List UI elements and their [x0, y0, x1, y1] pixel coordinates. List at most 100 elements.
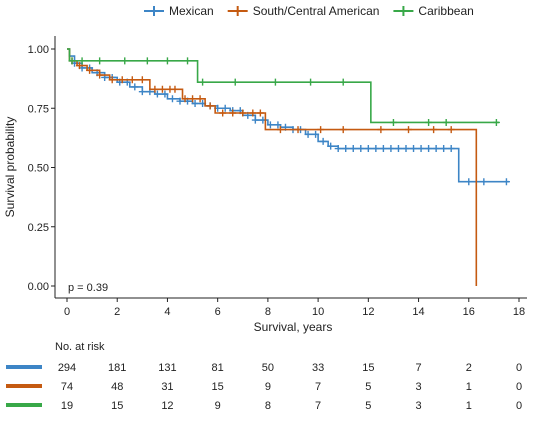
legend-label: Caribbean — [418, 4, 473, 18]
risk-count: 31 — [161, 381, 173, 393]
censor-mark — [78, 57, 86, 65]
y-tick-label: 0.75 — [28, 103, 49, 115]
censor-mark — [357, 145, 365, 153]
censor-mark — [492, 118, 500, 126]
censor-mark — [138, 88, 146, 96]
censor-mark — [425, 118, 433, 126]
censor-mark — [387, 145, 395, 153]
censor-mark — [121, 57, 129, 65]
censor-mark — [402, 145, 410, 153]
risk-count: 74 — [61, 381, 73, 393]
censor-mark — [447, 145, 455, 153]
risk-row-south-central-american: 74 48 31 15 9 7 5 3 1 0 — [6, 381, 522, 393]
censor-mark — [181, 95, 189, 103]
series-caribbean — [67, 48, 500, 126]
x-tick-label: 14 — [412, 306, 424, 318]
censor-mark — [151, 85, 159, 93]
risk-table-title: No. at risk — [55, 341, 105, 353]
censor-mark — [138, 76, 146, 84]
risk-row-mexican: 294 181 131 81 50 33 15 7 2 0 — [6, 362, 522, 374]
risk-count: 0 — [516, 400, 522, 412]
censor-mark — [249, 109, 257, 117]
censor-mark — [153, 90, 161, 98]
survival-curve — [67, 48, 478, 286]
censor-mark — [312, 130, 320, 138]
y-tick-label: 0.50 — [28, 163, 49, 175]
censor-mark — [76, 62, 84, 70]
censor-mark — [379, 145, 387, 153]
censor-mark — [131, 83, 139, 91]
legend-item-south-central-american: South/Central American — [227, 4, 379, 18]
censor-mark — [196, 95, 204, 103]
censor-mark — [163, 57, 171, 65]
risk-count: 181 — [108, 362, 126, 374]
legend-item-caribbean: Caribbean — [393, 4, 474, 18]
censor-mark — [294, 126, 302, 134]
censor-mark — [86, 66, 94, 74]
x-tick-label: 4 — [164, 306, 170, 318]
censor-mark — [206, 102, 214, 110]
risk-count: 7 — [315, 381, 321, 393]
risk-count: 9 — [265, 381, 271, 393]
censor-mark — [271, 78, 279, 86]
censor-mark — [161, 90, 169, 98]
censor-mark — [372, 145, 380, 153]
censor-mark — [191, 100, 199, 108]
censor-mark — [219, 109, 227, 117]
risk-count: 15 — [362, 362, 374, 374]
censor-mark — [96, 57, 104, 65]
risk-row-swatch — [6, 403, 42, 407]
x-tick-label: 18 — [513, 306, 525, 318]
risk-count: 1 — [466, 381, 472, 393]
risk-count: 19 — [61, 400, 73, 412]
censor-mark — [221, 104, 229, 112]
x-tick-label: 0 — [64, 306, 70, 318]
censor-mark — [430, 126, 438, 134]
censor-mark — [425, 145, 433, 153]
x-tick-label: 2 — [114, 306, 120, 318]
censor-mark — [68, 57, 76, 65]
x-tick-label: 8 — [265, 306, 271, 318]
censor-mark — [229, 109, 237, 117]
risk-count: 12 — [161, 400, 173, 412]
censor-mark — [480, 178, 488, 186]
series-mexican — [67, 48, 510, 186]
censor-mark — [184, 57, 192, 65]
censor-mark — [143, 57, 151, 65]
risk-count: 294 — [58, 362, 76, 374]
censor-mark — [327, 142, 335, 150]
censor-mark — [342, 145, 350, 153]
censor-mark — [276, 126, 284, 134]
p-value: p = 0.39 — [68, 282, 108, 294]
censor-mark — [389, 118, 397, 126]
censor-mark — [256, 109, 264, 117]
censor-mark — [502, 178, 510, 186]
censor-mark — [349, 145, 357, 153]
y-tick-label: 1.00 — [28, 44, 49, 56]
x-tick-label: 6 — [215, 306, 221, 318]
x-tick-label: 10 — [312, 306, 324, 318]
y-tick-label: 0.00 — [28, 281, 49, 293]
censor-mark — [128, 76, 136, 84]
y-tick-label: 0.25 — [28, 222, 49, 234]
risk-count: 0 — [516, 362, 522, 374]
censor-mark — [447, 126, 455, 134]
censor-mark — [307, 78, 315, 86]
risk-count: 2 — [466, 362, 472, 374]
risk-count: 5 — [365, 381, 371, 393]
y-axis-title: Survival probability — [3, 117, 17, 218]
x-axis-title: Survival, years — [254, 320, 333, 334]
censor-mark — [189, 95, 197, 103]
censor-mark — [432, 145, 440, 153]
risk-count: 7 — [415, 362, 421, 374]
risk-count: 9 — [215, 400, 221, 412]
risk-count: 3 — [415, 400, 421, 412]
x-tick-label: 16 — [463, 306, 475, 318]
censor-mark — [251, 116, 259, 124]
legend-item-mexican: Mexican — [144, 4, 214, 18]
censor-mark — [394, 145, 402, 153]
censor-mark — [417, 145, 425, 153]
censor-mark — [440, 145, 448, 153]
censor-mark — [339, 78, 347, 86]
